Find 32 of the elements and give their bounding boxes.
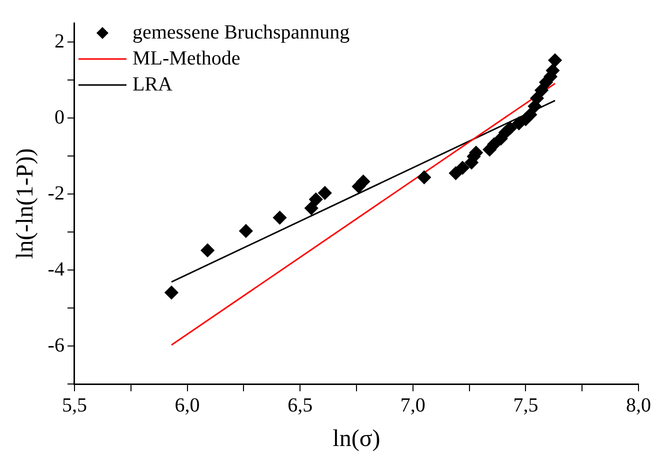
x-tick-label: 7,0 [400, 394, 426, 416]
x-tick-label: 8,0 [626, 394, 651, 416]
x-tick-label: 6,5 [288, 394, 313, 416]
y-tick-label: 0 [54, 106, 64, 128]
legend-label: LRA [132, 73, 174, 96]
x-tick-label: 6,0 [174, 394, 200, 416]
y-tick-label: 2 [54, 30, 64, 52]
point [164, 286, 178, 300]
point [356, 174, 370, 188]
point [548, 54, 562, 68]
point [200, 244, 214, 258]
point [456, 161, 470, 175]
point [239, 224, 253, 238]
y-tick-label: -4 [48, 258, 64, 280]
point [503, 122, 517, 136]
y-axis-title: ln(-ln(1-P)) [12, 148, 39, 259]
point [530, 92, 544, 106]
x-tick-label: 7,5 [513, 394, 538, 416]
point [523, 108, 537, 122]
point [318, 186, 332, 200]
y-tick-label: -2 [48, 182, 64, 204]
point [304, 201, 318, 215]
legend-label: ML-Methode [132, 47, 240, 70]
point [487, 138, 501, 152]
legend-label: gemessene Bruchspannung [132, 21, 350, 44]
point [417, 170, 431, 184]
point [309, 192, 323, 206]
point [273, 210, 287, 224]
point [534, 84, 548, 98]
x-axis-title: ln(σ) [332, 426, 380, 452]
y-tick-label: -6 [48, 334, 64, 356]
x-tick-label: 5,5 [62, 394, 87, 416]
